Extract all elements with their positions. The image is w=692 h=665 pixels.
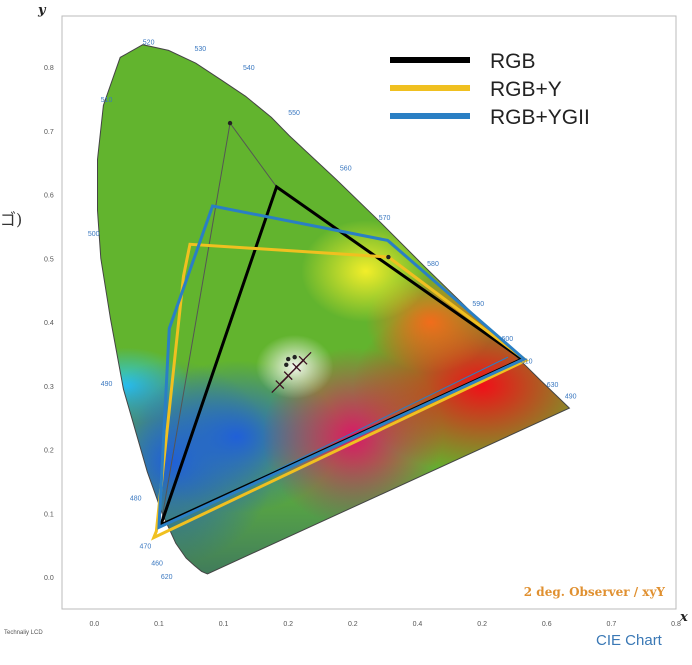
wavelength-label-11: 610 bbox=[521, 359, 533, 366]
wavelength-label-1: 530 bbox=[194, 46, 206, 53]
x-tick-label-2: 0.1 bbox=[219, 621, 229, 628]
wavelength-label-12: 630 bbox=[547, 382, 559, 389]
marker-dot-1 bbox=[386, 254, 391, 260]
y-axis-sublabel: Technaliy LCD bbox=[4, 630, 43, 636]
marker-dot-2 bbox=[292, 354, 297, 360]
marker-dot-4 bbox=[286, 356, 291, 362]
white-point-cross-2 bbox=[294, 351, 312, 369]
wavelength-label-15: 470 bbox=[140, 543, 152, 550]
wavelength-labels: 520 530 540 510 550 560 570 500 580 590 600 610 630 4… bbox=[88, 40, 577, 581]
marker-dot-0 bbox=[227, 120, 233, 126]
x-tick-label-4: 0.2 bbox=[348, 621, 358, 628]
x-tick-label-7: 0.6 bbox=[542, 621, 552, 628]
wavelength-label-10: 600 bbox=[501, 336, 513, 343]
y-tick-label-2: 0.2 bbox=[44, 448, 54, 455]
gamut-triangles bbox=[150, 184, 529, 541]
wavelength-label-16: 460 bbox=[151, 561, 163, 568]
wavelength-label-7: 500 bbox=[88, 231, 100, 238]
wavelength-label-2: 540 bbox=[243, 65, 255, 72]
point-markers bbox=[227, 120, 391, 394]
y-axis-ticks: 0.0 0.1 0.2 0.3 0.4 0.5 0.6 0.7 0.8 bbox=[44, 65, 54, 582]
wavelength-label-4: 550 bbox=[288, 110, 300, 117]
legend-label-rgb: RGB bbox=[490, 50, 536, 73]
chart-legend: RGB RGB+Y RGB+YGII bbox=[390, 50, 590, 129]
wavelength-label-8: 580 bbox=[427, 261, 439, 268]
observer-note: 2 deg. Observer / xyY bbox=[524, 585, 666, 599]
x-axis-ticks: 0.0 0.1 0.1 0.2 0.2 0.4 0.2 0.6 0.7 0.8 bbox=[89, 621, 681, 628]
y-tick-label-7: 0.7 bbox=[44, 129, 54, 136]
x-tick-label-8: 0.7 bbox=[607, 621, 617, 628]
wavelength-label-18: 490 bbox=[565, 394, 577, 401]
construction-line-0 bbox=[160, 123, 231, 525]
legend-label-rgb-y: RGB+Y bbox=[490, 78, 562, 101]
legend-label-rgb-ygii: RGB+YGII bbox=[490, 106, 590, 129]
wavelength-label-3: 510 bbox=[101, 97, 113, 104]
y-tick-label-0: 0.0 bbox=[44, 575, 54, 582]
y-axis-label: y bbox=[37, 3, 47, 18]
wavelength-label-9: 590 bbox=[472, 301, 484, 308]
wavelength-label-14: 480 bbox=[130, 496, 142, 503]
x-tick-label-6: 0.2 bbox=[477, 621, 487, 628]
x-tick-label-5: 0.4 bbox=[413, 621, 423, 628]
x-tick-label-9: 0.8 bbox=[671, 621, 681, 628]
wavelength-label-17: 620 bbox=[161, 574, 173, 581]
y-tick-label-3: 0.3 bbox=[44, 384, 54, 391]
truncated-text-fragment: ゴ) bbox=[0, 210, 23, 229]
gamut-rgb-ygii bbox=[157, 204, 527, 530]
x-axis-label: x bbox=[679, 610, 688, 625]
x-tick-label-0: 0.0 bbox=[89, 621, 99, 628]
y-tick-label-4: 0.4 bbox=[44, 320, 54, 327]
wavelength-label-6: 570 bbox=[379, 215, 391, 222]
white-point-cross-3 bbox=[271, 376, 289, 394]
figure-caption: CIE Chart bbox=[596, 632, 662, 649]
construction-line-1 bbox=[229, 122, 277, 188]
x-tick-label-3: 0.2 bbox=[283, 621, 293, 628]
wavelength-label-5: 560 bbox=[340, 165, 352, 172]
y-tick-label-1: 0.1 bbox=[44, 511, 54, 518]
marker-dot-3 bbox=[284, 362, 289, 367]
wavelength-label-0: 520 bbox=[143, 40, 155, 47]
x-tick-label-1: 0.1 bbox=[154, 621, 164, 628]
y-tick-label-6: 0.6 bbox=[44, 193, 54, 200]
y-tick-label-8: 0.8 bbox=[44, 65, 54, 72]
wavelength-label-13: 490 bbox=[101, 381, 113, 388]
gamut-rgb-y bbox=[150, 242, 529, 541]
y-tick-label-5: 0.5 bbox=[44, 256, 54, 263]
